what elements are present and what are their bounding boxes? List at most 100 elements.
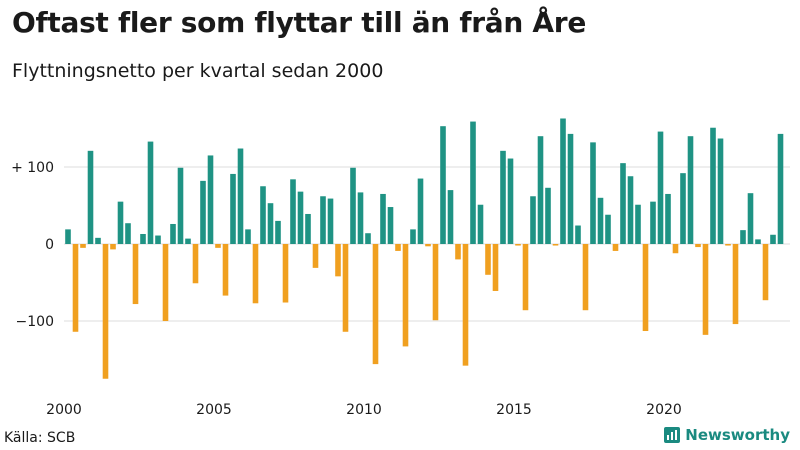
bar-q36 xyxy=(327,198,334,244)
bar-q32 xyxy=(297,191,304,244)
bar-q80 xyxy=(657,131,664,244)
x-axis: 2000 2005 2010 2015 2020 xyxy=(46,402,682,418)
bar-q68 xyxy=(567,133,574,244)
bar-q22 xyxy=(222,244,229,296)
y-axis: + 100 0 −100 xyxy=(11,160,54,330)
bar-q60 xyxy=(507,158,514,244)
chart-title: Oftast fler som flyttar till än från Åre xyxy=(12,6,587,39)
bar-q78 xyxy=(642,244,649,332)
bar-q88 xyxy=(717,138,724,244)
bar-q8 xyxy=(117,201,124,244)
bar-q46 xyxy=(402,244,409,347)
bar-q82 xyxy=(672,244,679,254)
bar-q61 xyxy=(515,244,521,246)
bar-q83 xyxy=(680,173,686,244)
bar-q16 xyxy=(177,167,184,244)
bar-q42 xyxy=(372,244,379,365)
bar-q84 xyxy=(687,136,694,244)
bar-q65 xyxy=(545,187,551,244)
bar-q39 xyxy=(350,167,356,244)
bar-q20 xyxy=(207,155,214,244)
bar-q47 xyxy=(410,229,416,244)
x-tick-label: 2020 xyxy=(646,402,682,418)
bar-q4 xyxy=(87,150,94,244)
bar-q77 xyxy=(635,204,641,244)
x-tick-label: 2015 xyxy=(496,402,532,418)
bar-q29 xyxy=(275,220,281,244)
x-tick-label: 2005 xyxy=(196,402,232,418)
bar-q27 xyxy=(260,186,266,244)
bar-q24 xyxy=(237,148,244,244)
bar-q1 xyxy=(65,229,71,244)
bar-q44 xyxy=(387,207,394,244)
newsworthy-logo-icon xyxy=(664,427,681,443)
x-tick-label: 2000 xyxy=(46,402,82,418)
bar-q11 xyxy=(140,233,146,244)
bar-q62 xyxy=(522,244,529,311)
bar-q93 xyxy=(755,239,761,244)
bar-q34 xyxy=(312,244,319,268)
bar-q53 xyxy=(455,244,461,260)
bar-q6 xyxy=(102,244,109,379)
bar-q45 xyxy=(395,244,401,251)
bar-q72 xyxy=(597,197,604,244)
bar-q12 xyxy=(147,141,154,244)
bar-q69 xyxy=(575,225,581,244)
bar-q21 xyxy=(215,244,221,248)
bar-q55 xyxy=(470,121,476,244)
bar-q81 xyxy=(665,193,671,244)
bar-q19 xyxy=(200,180,206,244)
y-tick-label: + 100 xyxy=(11,160,54,176)
bar-q7 xyxy=(110,244,116,250)
bar-q5 xyxy=(95,237,101,244)
bar-q13 xyxy=(155,235,161,244)
bar-q10 xyxy=(132,244,139,305)
bar-q38 xyxy=(342,244,349,332)
bar-q43 xyxy=(380,193,386,244)
bars xyxy=(65,118,784,379)
bar-q94 xyxy=(762,244,769,301)
bar-q17 xyxy=(185,238,191,244)
bar-q58 xyxy=(492,244,499,291)
bar-q23 xyxy=(230,173,236,244)
bar-q74 xyxy=(612,244,619,251)
brand-logo[interactable]: Newsworthy xyxy=(664,426,790,444)
source-note: Källa: SCB xyxy=(4,430,76,446)
bar-q90 xyxy=(732,244,739,325)
bar-q35 xyxy=(320,196,326,244)
bar-q85 xyxy=(695,244,701,248)
brand-name: Newsworthy xyxy=(685,426,790,444)
bar-q51 xyxy=(440,126,446,244)
bar-q41 xyxy=(365,233,371,244)
bar-q31 xyxy=(290,179,296,244)
bar-q9 xyxy=(125,223,131,244)
bar-q64 xyxy=(537,136,544,244)
bar-q52 xyxy=(447,190,454,244)
y-tick-label: −100 xyxy=(16,314,54,330)
bar-q86 xyxy=(702,244,709,335)
x-tick-label: 2010 xyxy=(346,402,382,418)
bar-q2 xyxy=(72,244,79,332)
bar-q87 xyxy=(710,127,716,244)
bar-q79 xyxy=(650,201,656,244)
bar-q96 xyxy=(777,133,784,244)
bar-q59 xyxy=(500,150,506,244)
bar-q40 xyxy=(357,192,364,244)
bar-q75 xyxy=(620,163,626,244)
bar-q54 xyxy=(462,244,469,366)
bar-q71 xyxy=(590,142,596,244)
bar-q70 xyxy=(582,244,589,311)
bar-q56 xyxy=(477,204,484,244)
bar-q76 xyxy=(627,176,634,244)
bar-q95 xyxy=(770,234,776,244)
bar-q48 xyxy=(417,178,424,244)
bar-q25 xyxy=(245,229,251,244)
bar-q15 xyxy=(170,223,176,244)
bar-q49 xyxy=(425,244,431,247)
bar-q92 xyxy=(747,193,754,244)
bar-q33 xyxy=(305,213,311,244)
bar-q66 xyxy=(552,244,559,246)
bar-q57 xyxy=(485,244,491,275)
bar-q73 xyxy=(605,214,611,244)
bar-q89 xyxy=(725,244,731,246)
